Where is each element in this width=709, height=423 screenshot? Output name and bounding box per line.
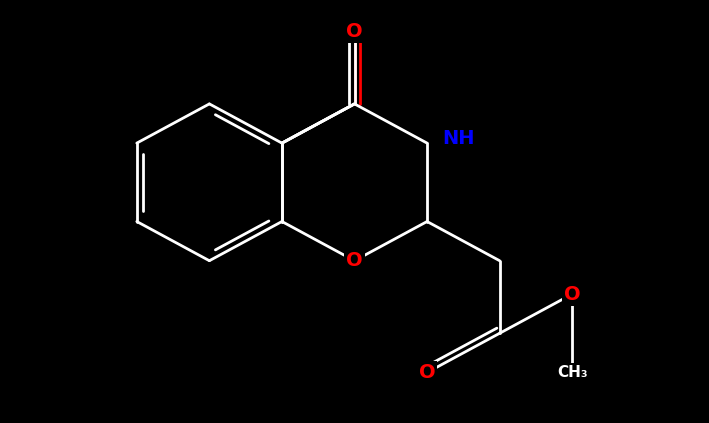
Text: O: O: [346, 22, 363, 41]
Text: NH: NH: [442, 129, 474, 148]
Text: O: O: [564, 285, 581, 304]
Text: CH₃: CH₃: [557, 365, 588, 380]
Text: O: O: [419, 363, 435, 382]
Text: O: O: [346, 251, 363, 270]
